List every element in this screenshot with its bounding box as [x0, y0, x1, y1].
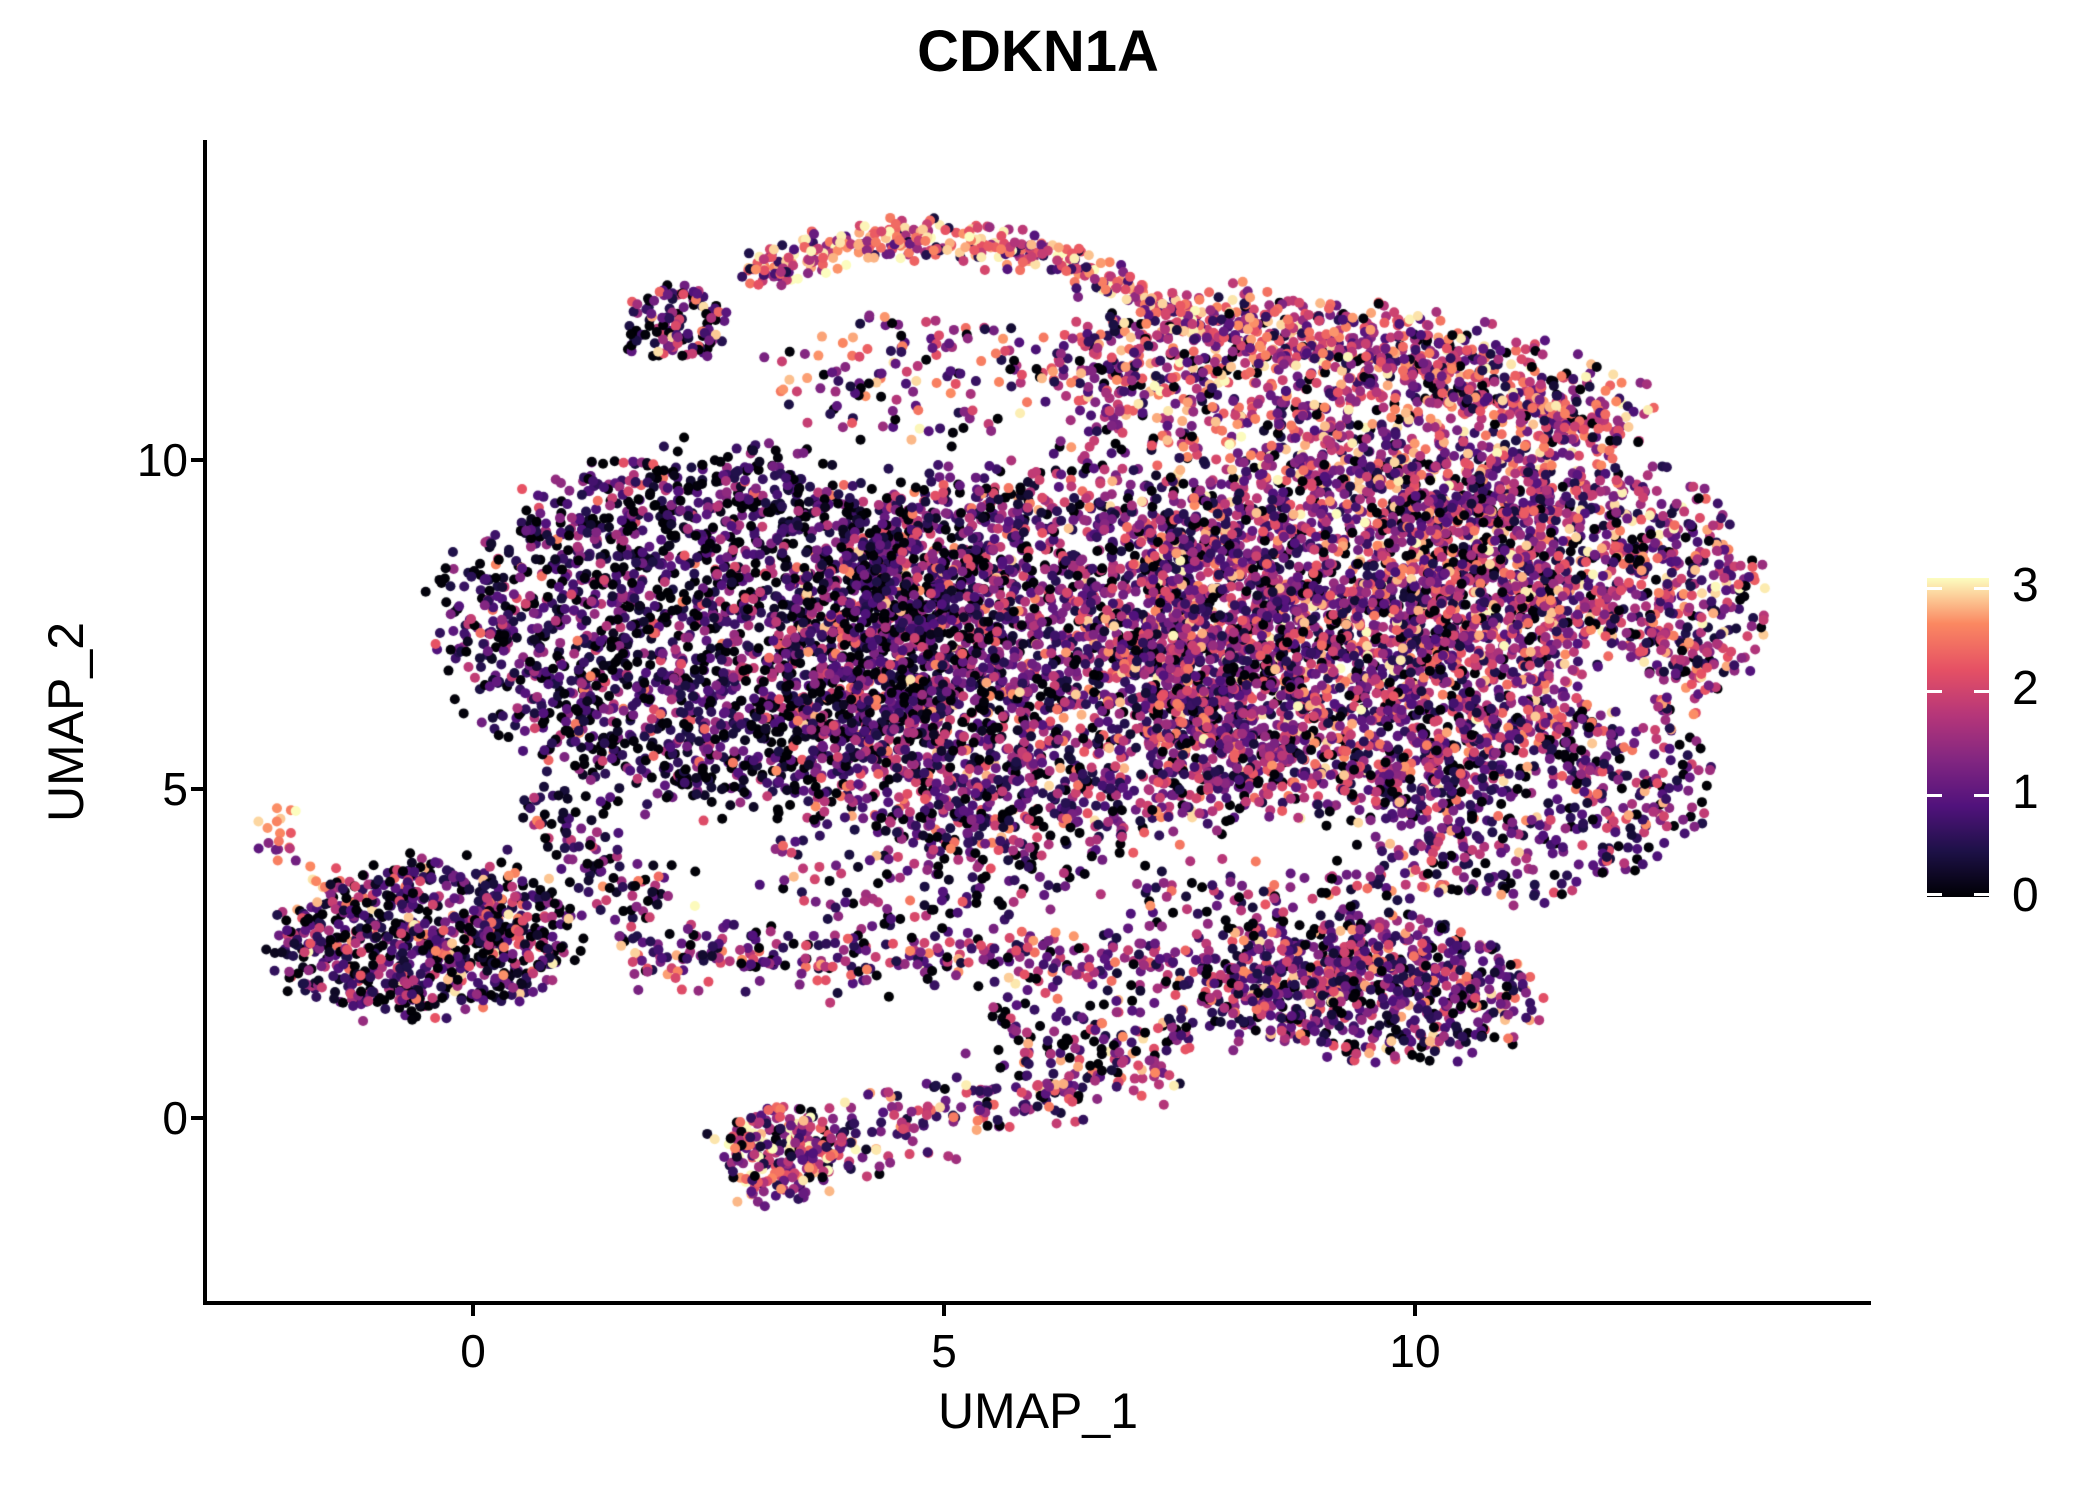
x-axis-line [203, 1301, 1871, 1305]
y-tick-label: 10 [136, 434, 188, 486]
colorbar-tick-mark [1974, 690, 1989, 694]
y-axis-label: UMAP_2 [38, 621, 94, 823]
colorbar-tick-mark [1974, 893, 1989, 896]
colorbar-tick-mark [1974, 587, 1989, 591]
x-tick-label: 5 [931, 1325, 957, 1377]
colorbar-tick-label: 1 [2012, 765, 2039, 819]
x-tick-mark [1413, 1302, 1417, 1316]
colorbar-tick-label: 3 [2012, 559, 2039, 613]
x-axis-label: UMAP_1 [937, 1383, 1139, 1439]
y-tick-label: 5 [162, 763, 188, 815]
y-tick-mark [191, 458, 205, 462]
colorbar-tick-mark [1927, 893, 1942, 896]
x-tick-label: 10 [1389, 1325, 1441, 1377]
x-tick-mark [942, 1302, 946, 1316]
y-tick-mark [191, 787, 205, 791]
y-axis-line [203, 140, 207, 1305]
colorbar-gradient [1927, 578, 1989, 897]
y-tick-label: 0 [162, 1092, 188, 1144]
plot-title: CDKN1A [917, 19, 1159, 84]
colorbar-tick-mark [1974, 793, 1989, 797]
y-tick-mark [191, 1116, 205, 1120]
colorbar-tick-mark [1927, 793, 1942, 797]
colorbar-tick-mark [1927, 690, 1942, 694]
x-tick-mark [471, 1302, 475, 1316]
colorbar-tick-label: 0 [2012, 869, 2039, 922]
colorbar-tick-mark [1927, 587, 1942, 591]
colorbar-tick-label: 2 [2012, 662, 2039, 716]
x-tick-label: 0 [460, 1325, 486, 1377]
